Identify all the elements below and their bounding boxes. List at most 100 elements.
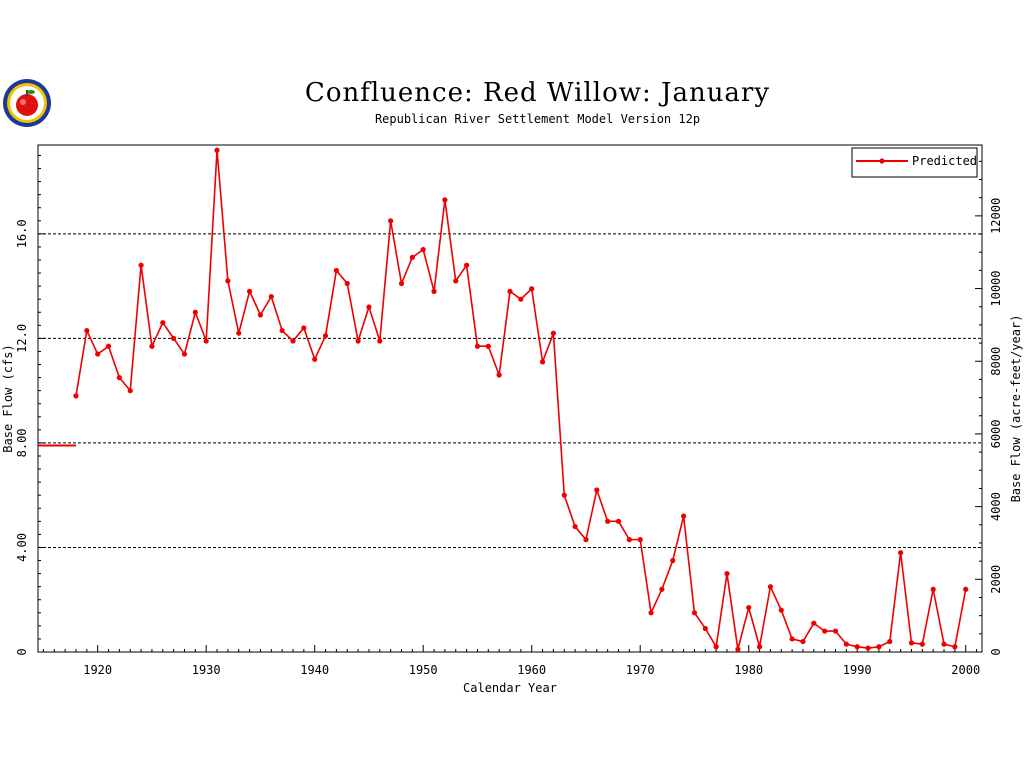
logo-seal: [2, 78, 52, 132]
data-point: [149, 343, 155, 349]
series-layer: [38, 147, 969, 652]
axes: 1920 1930 1940 1950 1960 1970 1980 1990 2000 0 4.0…: [1, 144, 1023, 695]
data-point: [561, 492, 567, 498]
data-point: [116, 374, 122, 381]
data-point: [463, 262, 470, 268]
plot-frame: [37, 144, 983, 653]
data-point: [322, 333, 329, 339]
chart-title: Confluence: Red Willow: January: [304, 78, 771, 108]
data-point: [952, 644, 958, 650]
data-point: [854, 644, 860, 650]
data-point: [377, 338, 383, 344]
data-point: [865, 645, 871, 651]
data-point: [84, 327, 90, 334]
data-point: [637, 537, 643, 543]
x-tick-label: 1970: [626, 663, 655, 677]
x-tick-label: 1930: [192, 663, 221, 677]
data-point: [702, 625, 708, 632]
data-point: [746, 604, 752, 611]
y2-tick-label: 0: [989, 648, 1003, 655]
data-point: [192, 309, 198, 315]
y2-tick-label: 4000: [989, 492, 1003, 521]
data-point: [908, 640, 915, 646]
data-point: [236, 330, 242, 336]
data-point: [832, 628, 839, 634]
data-point: [453, 278, 459, 284]
data-point: [518, 296, 524, 302]
data-point: [789, 636, 795, 642]
data-point: [724, 570, 730, 577]
y2-axis-label: Base Flow (acre-feet/year): [1009, 315, 1023, 503]
data-point: [203, 338, 209, 344]
legend-swatch-marker: [879, 158, 885, 164]
data-point: [409, 254, 415, 260]
data-point: [474, 343, 481, 349]
y2-tick-label: 10000: [989, 270, 1003, 306]
data-point: [822, 628, 828, 634]
data-point: [876, 644, 882, 650]
data-point: [301, 325, 307, 331]
data-point: [550, 330, 557, 336]
data-point: [529, 286, 535, 292]
data-point: [691, 610, 698, 616]
y-tick-label: 4.00: [15, 533, 29, 562]
data-point: [344, 280, 350, 287]
data-point: [420, 246, 426, 253]
data-point: [811, 620, 817, 626]
data-point: [626, 537, 632, 543]
legend-label: Predicted: [912, 154, 977, 168]
data-point: [333, 267, 339, 274]
x-tick-label: 1980: [734, 663, 763, 677]
data-point: [431, 288, 437, 294]
data-point: [181, 351, 188, 357]
chart-subtitle: Republican River Settlement Model Versio…: [374, 112, 701, 126]
data-point: [507, 288, 513, 294]
data-point: [800, 638, 806, 645]
y-tick-label: 12.0: [15, 324, 29, 353]
data-point: [355, 338, 361, 344]
data-point: [214, 147, 220, 153]
data-point: [225, 278, 231, 284]
data-point: [290, 338, 296, 344]
y-tick-label: 8.00: [15, 428, 29, 457]
data-point: [681, 513, 687, 519]
data-point: [171, 335, 177, 341]
data-point: [843, 641, 849, 647]
data-point: [615, 518, 622, 524]
data-point: [648, 610, 654, 616]
data-point: [605, 518, 611, 524]
legend-box: [851, 147, 978, 178]
data-point: [496, 372, 502, 378]
gridlines: [38, 233, 982, 548]
data-point: [442, 197, 448, 203]
data-point: [583, 537, 589, 543]
data-point: [572, 523, 578, 530]
data-point: [268, 293, 274, 300]
data-point: [366, 304, 372, 310]
y2-tick-label: 2000: [989, 565, 1003, 594]
x-tick-label: 1990: [843, 663, 872, 677]
data-point: [659, 586, 665, 592]
y-axis-label: Base Flow (cfs): [1, 344, 15, 452]
data-point: [887, 638, 893, 645]
x-tick-label: 1920: [83, 663, 112, 677]
y2-tick-label: 12000: [989, 198, 1003, 234]
data-point: [105, 343, 112, 349]
data-point: [670, 557, 676, 564]
data-point: [919, 641, 925, 647]
data-point: [930, 586, 936, 592]
data-point: [127, 388, 133, 394]
data-point: [398, 280, 405, 287]
data-point: [941, 641, 947, 647]
x-tick-label: 1960: [517, 663, 546, 677]
data-point: [756, 644, 763, 650]
data-point: [312, 356, 318, 362]
x-tick-label: 2000: [951, 663, 980, 677]
data-point: [73, 393, 79, 399]
data-point: [160, 320, 166, 326]
data-point: [279, 327, 285, 334]
data-point: [778, 607, 784, 613]
data-point: [485, 343, 491, 349]
series-line-predicted: [75, 149, 967, 651]
y-tick-label: 0: [15, 648, 29, 655]
